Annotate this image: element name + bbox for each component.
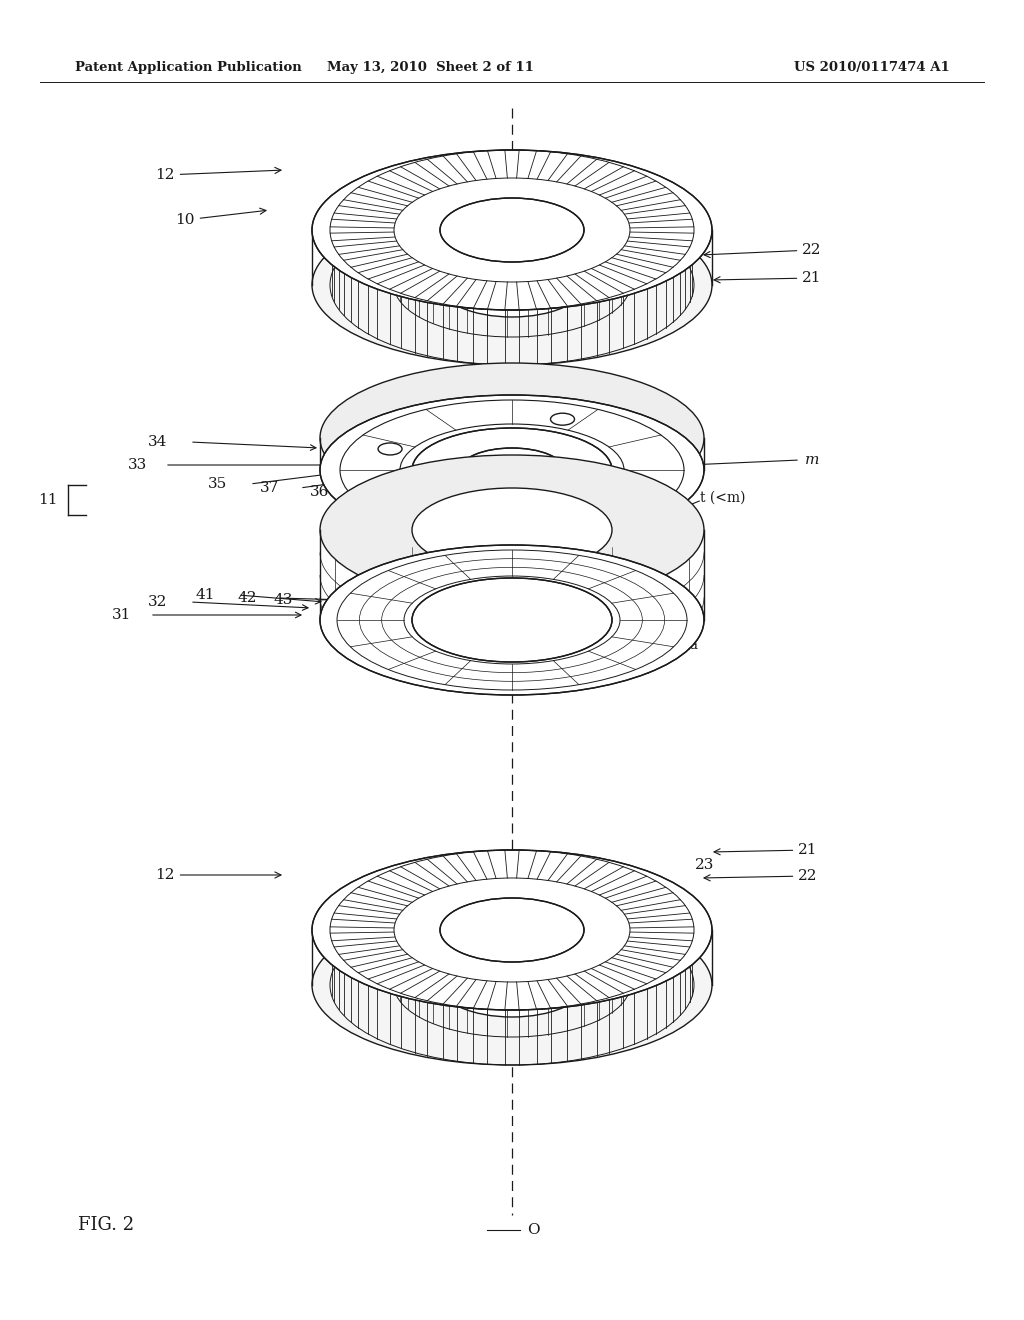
Text: 22: 22 bbox=[705, 243, 821, 257]
Text: 21: 21 bbox=[714, 843, 818, 857]
Ellipse shape bbox=[622, 484, 646, 498]
Text: 12: 12 bbox=[156, 168, 281, 182]
Text: 22: 22 bbox=[705, 869, 818, 883]
Text: O: O bbox=[527, 1224, 540, 1237]
Text: US 2010/0117474 A1: US 2010/0117474 A1 bbox=[795, 62, 950, 74]
Ellipse shape bbox=[319, 455, 705, 605]
Text: 35: 35 bbox=[208, 477, 227, 491]
Text: 31: 31 bbox=[112, 609, 131, 622]
Ellipse shape bbox=[412, 578, 612, 663]
Ellipse shape bbox=[450, 515, 473, 527]
Text: 34a: 34a bbox=[672, 638, 698, 652]
Ellipse shape bbox=[312, 150, 712, 310]
Text: 12: 12 bbox=[156, 869, 281, 882]
Ellipse shape bbox=[412, 488, 612, 572]
Text: 10: 10 bbox=[175, 209, 266, 227]
Text: 43: 43 bbox=[274, 593, 293, 607]
Text: 37: 37 bbox=[260, 480, 280, 495]
Text: Patent Application Publication: Patent Application Publication bbox=[75, 62, 302, 74]
Text: 23: 23 bbox=[555, 209, 574, 222]
Text: May 13, 2010  Sheet 2 of 11: May 13, 2010 Sheet 2 of 11 bbox=[327, 62, 534, 74]
Ellipse shape bbox=[440, 198, 584, 261]
Text: t (<m): t (<m) bbox=[700, 491, 745, 506]
Text: 43A: 43A bbox=[422, 573, 453, 587]
Text: 41: 41 bbox=[195, 587, 214, 602]
Ellipse shape bbox=[319, 395, 705, 545]
Ellipse shape bbox=[440, 953, 584, 1016]
Text: 42: 42 bbox=[238, 591, 257, 605]
Ellipse shape bbox=[319, 363, 705, 513]
Text: 23: 23 bbox=[695, 858, 715, 873]
Ellipse shape bbox=[551, 413, 574, 425]
Text: 34: 34 bbox=[148, 436, 167, 449]
Ellipse shape bbox=[319, 545, 705, 696]
Text: m: m bbox=[598, 576, 612, 589]
Ellipse shape bbox=[312, 850, 712, 1010]
Ellipse shape bbox=[460, 447, 564, 492]
Text: FIG. 2: FIG. 2 bbox=[78, 1216, 134, 1234]
Ellipse shape bbox=[312, 205, 712, 366]
Ellipse shape bbox=[440, 253, 584, 317]
Text: 33: 33 bbox=[128, 458, 147, 473]
Ellipse shape bbox=[312, 906, 712, 1065]
Ellipse shape bbox=[378, 444, 402, 455]
Text: 21: 21 bbox=[714, 271, 821, 285]
Text: 32: 32 bbox=[148, 595, 167, 609]
Ellipse shape bbox=[412, 428, 612, 512]
Text: 36: 36 bbox=[310, 484, 330, 499]
Text: m: m bbox=[805, 453, 819, 467]
Ellipse shape bbox=[440, 898, 584, 962]
Text: 11: 11 bbox=[38, 492, 57, 507]
